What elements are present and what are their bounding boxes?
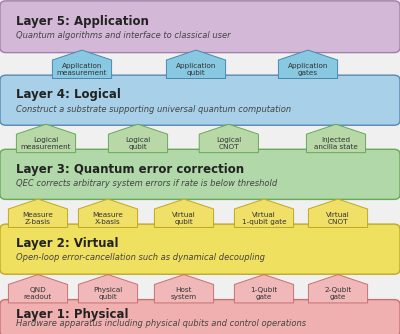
Text: Layer 3: Quantum error correction: Layer 3: Quantum error correction [16,163,244,176]
Text: Virtual
CNOT: Virtual CNOT [326,212,350,225]
Polygon shape [278,50,338,78]
Text: Application
measurement: Application measurement [57,63,107,76]
Text: 1-Qubit
gate: 1-Qubit gate [250,287,278,300]
Polygon shape [108,124,168,153]
FancyBboxPatch shape [0,300,400,334]
Text: Layer 2: Virtual: Layer 2: Virtual [16,237,118,250]
Polygon shape [8,275,68,303]
Polygon shape [234,199,294,227]
Polygon shape [306,124,366,153]
FancyBboxPatch shape [0,149,400,199]
Polygon shape [234,275,294,303]
Text: Measure
Z-basis: Measure Z-basis [22,212,54,225]
Text: Hardware apparatus including physical qubits and control operations: Hardware apparatus including physical qu… [16,319,306,328]
Text: 2-Qubit
gate: 2-Qubit gate [324,287,352,300]
Polygon shape [8,199,68,227]
Polygon shape [78,275,138,303]
Polygon shape [308,199,368,227]
FancyBboxPatch shape [0,1,400,52]
Polygon shape [308,275,368,303]
Text: QND
readout: QND readout [24,287,52,300]
Polygon shape [52,50,112,78]
Text: Host
system: Host system [171,287,197,300]
Text: Construct a substrate supporting universal quantum computation: Construct a substrate supporting univers… [16,105,291,114]
Text: Quantum algorithms and interface to classical user: Quantum algorithms and interface to clas… [16,31,231,40]
Text: QEC corrects arbitrary system errors if rate is below threshold: QEC corrects arbitrary system errors if … [16,179,277,188]
Text: Logical
measurement: Logical measurement [21,137,71,150]
Polygon shape [199,124,258,153]
Polygon shape [154,199,214,227]
Text: Application
qubit: Application qubit [176,63,216,76]
Polygon shape [166,50,226,78]
FancyBboxPatch shape [0,75,400,125]
Text: Physical
qubit: Physical qubit [93,287,123,300]
Polygon shape [154,275,214,303]
Text: Logical
CNOT: Logical CNOT [216,137,242,150]
Polygon shape [16,124,76,153]
Polygon shape [78,199,138,227]
Text: Application
gates: Application gates [288,63,328,76]
Text: Layer 5: Application: Layer 5: Application [16,15,149,28]
Text: Measure
X-basis: Measure X-basis [92,212,124,225]
Text: Layer 1: Physical: Layer 1: Physical [16,308,128,321]
FancyBboxPatch shape [0,224,400,274]
Text: Virtual
qubit: Virtual qubit [172,212,196,225]
Text: Logical
qubit: Logical qubit [125,137,151,150]
Text: Injected
ancilla state: Injected ancilla state [314,137,358,150]
Text: Open-loop error-cancellation such as dynamical decoupling: Open-loop error-cancellation such as dyn… [16,254,265,263]
Text: Virtual
1-qubit gate: Virtual 1-qubit gate [242,212,286,225]
Text: Layer 4: Logical: Layer 4: Logical [16,89,121,102]
